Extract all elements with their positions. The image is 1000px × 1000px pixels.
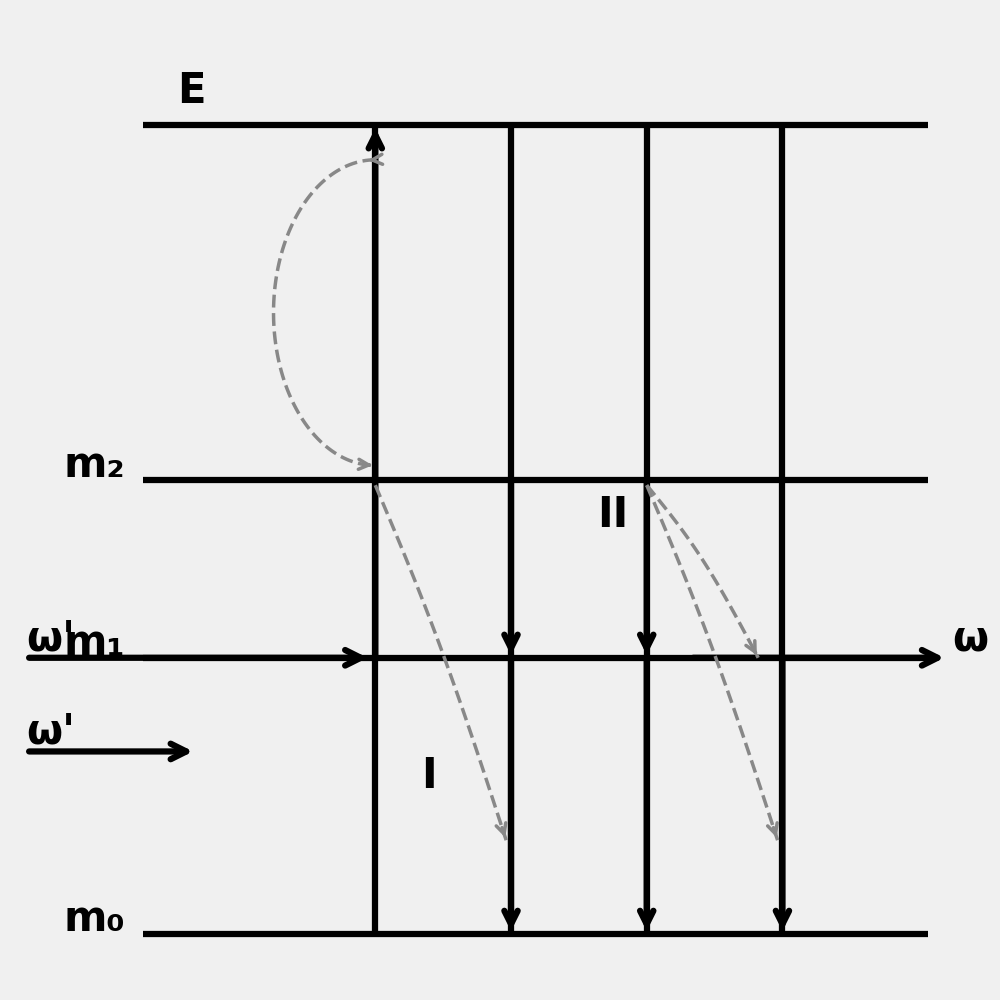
Text: ω: ω bbox=[952, 617, 988, 659]
Text: E: E bbox=[177, 70, 205, 112]
Text: ω': ω' bbox=[26, 711, 75, 753]
Text: m₀: m₀ bbox=[63, 898, 125, 940]
Text: m₁: m₁ bbox=[63, 622, 125, 664]
Text: m₂: m₂ bbox=[63, 444, 125, 486]
Text: II: II bbox=[597, 494, 628, 536]
Text: I: I bbox=[421, 755, 436, 797]
Text: ω': ω' bbox=[26, 617, 75, 659]
